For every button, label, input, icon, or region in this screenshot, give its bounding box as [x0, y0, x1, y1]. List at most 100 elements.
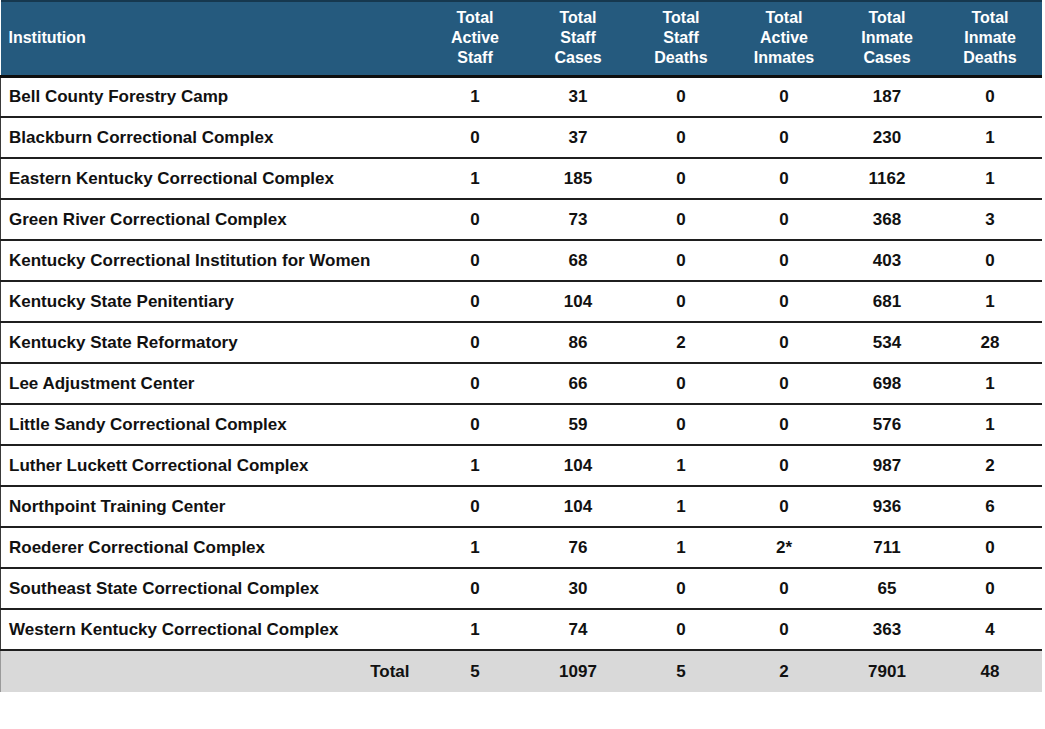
inmate-cases-value: 681	[836, 281, 939, 322]
total-label: Total	[1, 650, 424, 692]
active-inmates-value: 0	[733, 76, 836, 117]
staff-cases-value: 86	[527, 322, 630, 363]
staff-deaths-value: 0	[630, 363, 733, 404]
inmate-cases-value: 230	[836, 117, 939, 158]
inmate-deaths-value: 0	[939, 568, 1042, 609]
active-inmates-value: 0	[733, 568, 836, 609]
active-staff-value: 0	[424, 486, 527, 527]
inmate-cases-value: 711	[836, 527, 939, 568]
table-row: Kentucky State Penitentiary 0 104 0 0 68…	[1, 281, 1042, 322]
inmate-deaths-value: 4	[939, 609, 1042, 650]
active-inmates-value: 0	[733, 158, 836, 199]
table-row: Northpoint Training Center 0 104 1 0 936…	[1, 486, 1042, 527]
active-staff-value: 0	[424, 240, 527, 281]
table-header-row: Institution Total Active Staff Total Sta…	[1, 1, 1042, 76]
inmate-cases-value: 698	[836, 363, 939, 404]
staff-deaths-value: 0	[630, 281, 733, 322]
inmate-cases-value: 576	[836, 404, 939, 445]
table-row: Blackburn Correctional Complex 0 37 0 0 …	[1, 117, 1042, 158]
active-staff-value: 1	[424, 527, 527, 568]
column-header-active-inmates: Total Active Inmates	[733, 1, 836, 76]
inmate-deaths-value: 6	[939, 486, 1042, 527]
staff-deaths-value: 0	[630, 609, 733, 650]
total-active-inmates-value: 2	[733, 650, 836, 692]
staff-cases-value: 30	[527, 568, 630, 609]
inmate-deaths-value: 0	[939, 240, 1042, 281]
table-row: Luther Luckett Correctional Complex 1 10…	[1, 445, 1042, 486]
active-staff-value: 1	[424, 609, 527, 650]
staff-cases-value: 104	[527, 486, 630, 527]
column-header-inmate-deaths: Total Inmate Deaths	[939, 1, 1042, 76]
institution-name: Northpoint Training Center	[1, 486, 424, 527]
staff-deaths-value: 1	[630, 445, 733, 486]
inmate-deaths-value: 1	[939, 281, 1042, 322]
institution-name: Green River Correctional Complex	[1, 199, 424, 240]
table-row: Bell County Forestry Camp 1 31 0 0 187 0	[1, 76, 1042, 117]
staff-deaths-value: 0	[630, 158, 733, 199]
inmate-cases-value: 534	[836, 322, 939, 363]
table-row: Green River Correctional Complex 0 73 0 …	[1, 199, 1042, 240]
inmate-deaths-value: 1	[939, 158, 1042, 199]
active-staff-value: 0	[424, 199, 527, 240]
active-inmates-value: 0	[733, 281, 836, 322]
staff-cases-value: 104	[527, 281, 630, 322]
column-header-inmate-cases: Total Inmate Cases	[836, 1, 939, 76]
table-row: Little Sandy Correctional Complex 0 59 0…	[1, 404, 1042, 445]
institution-name: Kentucky State Reformatory	[1, 322, 424, 363]
inmate-deaths-value: 1	[939, 404, 1042, 445]
active-staff-value: 0	[424, 322, 527, 363]
table-row: Lee Adjustment Center 0 66 0 0 698 1	[1, 363, 1042, 404]
staff-cases-value: 31	[527, 76, 630, 117]
active-inmates-value: 0	[733, 445, 836, 486]
active-inmates-value: 0	[733, 609, 836, 650]
inmate-deaths-value: 3	[939, 199, 1042, 240]
total-row: Total 5 1097 5 2 7901 48	[1, 650, 1042, 692]
inmate-deaths-value: 0	[939, 76, 1042, 117]
staff-cases-value: 74	[527, 609, 630, 650]
inmate-cases-value: 987	[836, 445, 939, 486]
column-header-institution: Institution	[1, 1, 424, 76]
active-inmates-value: 0	[733, 363, 836, 404]
staff-cases-value: 73	[527, 199, 630, 240]
staff-cases-value: 68	[527, 240, 630, 281]
institution-name: Western Kentucky Correctional Complex	[1, 609, 424, 650]
active-staff-value: 0	[424, 281, 527, 322]
table-row: Roederer Correctional Complex 1 76 1 2* …	[1, 527, 1042, 568]
active-staff-value: 0	[424, 363, 527, 404]
column-header-staff-deaths: Total Staff Deaths	[630, 1, 733, 76]
table-row: Western Kentucky Correctional Complex 1 …	[1, 609, 1042, 650]
institution-name: Roederer Correctional Complex	[1, 527, 424, 568]
active-inmates-value: 0	[733, 322, 836, 363]
total-active-staff-value: 5	[424, 650, 527, 692]
active-staff-value: 1	[424, 158, 527, 199]
institution-name: Southeast State Correctional Complex	[1, 568, 424, 609]
staff-deaths-value: 0	[630, 76, 733, 117]
institution-name: Little Sandy Correctional Complex	[1, 404, 424, 445]
staff-deaths-value: 0	[630, 568, 733, 609]
staff-deaths-value: 0	[630, 240, 733, 281]
active-staff-value: 0	[424, 117, 527, 158]
column-header-active-staff: Total Active Staff	[424, 1, 527, 76]
inmate-cases-value: 65	[836, 568, 939, 609]
institution-name: Kentucky State Penitentiary	[1, 281, 424, 322]
institution-name: Lee Adjustment Center	[1, 363, 424, 404]
staff-deaths-value: 0	[630, 199, 733, 240]
staff-cases-value: 104	[527, 445, 630, 486]
staff-deaths-value: 1	[630, 527, 733, 568]
staff-deaths-value: 0	[630, 117, 733, 158]
active-staff-value: 0	[424, 404, 527, 445]
staff-cases-value: 76	[527, 527, 630, 568]
active-staff-value: 1	[424, 445, 527, 486]
total-staff-cases-value: 1097	[527, 650, 630, 692]
total-inmate-deaths-value: 48	[939, 650, 1042, 692]
table-row: Kentucky Correctional Institution for Wo…	[1, 240, 1042, 281]
active-inmates-value: 0	[733, 486, 836, 527]
table-row: Southeast State Correctional Complex 0 3…	[1, 568, 1042, 609]
inmate-cases-value: 936	[836, 486, 939, 527]
total-staff-deaths-value: 5	[630, 650, 733, 692]
active-inmates-value: 0	[733, 240, 836, 281]
institution-name: Luther Luckett Correctional Complex	[1, 445, 424, 486]
inmate-cases-value: 1162	[836, 158, 939, 199]
inmate-cases-value: 363	[836, 609, 939, 650]
inmate-deaths-value: 28	[939, 322, 1042, 363]
